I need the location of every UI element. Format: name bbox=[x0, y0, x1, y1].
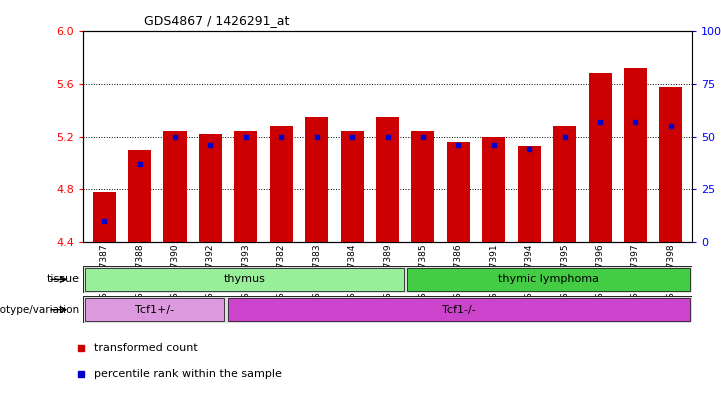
Text: thymic lymphoma: thymic lymphoma bbox=[498, 274, 599, 285]
Text: Tcf1+/-: Tcf1+/- bbox=[135, 305, 174, 315]
Bar bbox=[340, 131, 363, 242]
Bar bbox=[447, 142, 470, 242]
Bar bbox=[624, 68, 647, 242]
Bar bbox=[518, 146, 541, 242]
Text: tissue: tissue bbox=[46, 274, 79, 285]
Bar bbox=[270, 126, 293, 242]
Bar bbox=[234, 131, 257, 242]
Bar bbox=[93, 192, 115, 242]
Text: GDS4867 / 1426291_at: GDS4867 / 1426291_at bbox=[143, 14, 289, 27]
Bar bbox=[128, 150, 151, 242]
Text: transformed count: transformed count bbox=[94, 343, 198, 353]
Text: genotype/variation: genotype/variation bbox=[0, 305, 79, 315]
Bar bbox=[588, 73, 611, 242]
Bar bbox=[84, 298, 224, 321]
Bar bbox=[228, 298, 691, 321]
Bar bbox=[199, 134, 222, 242]
Bar bbox=[164, 131, 187, 242]
Text: percentile rank within the sample: percentile rank within the sample bbox=[94, 369, 282, 379]
Bar bbox=[553, 126, 576, 242]
Bar bbox=[84, 268, 404, 291]
Bar bbox=[660, 86, 682, 242]
Bar bbox=[482, 137, 505, 242]
Text: thymus: thymus bbox=[224, 274, 265, 285]
Bar bbox=[305, 117, 328, 242]
Bar bbox=[376, 117, 399, 242]
Bar bbox=[407, 268, 691, 291]
Text: Tcf1-/-: Tcf1-/- bbox=[443, 305, 476, 315]
Bar bbox=[412, 131, 435, 242]
